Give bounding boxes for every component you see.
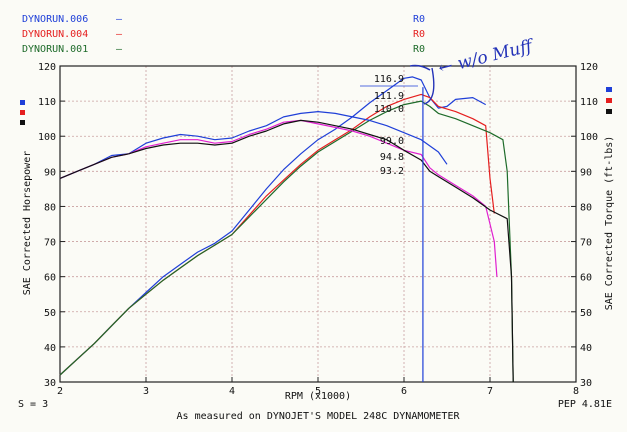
legend-swatch-left [20, 120, 25, 125]
legend-swatch-left [20, 110, 25, 115]
y-tick-label-left: 120 [38, 62, 56, 73]
y-tick-label-right: 40 [580, 343, 592, 354]
legend-swatch-left [20, 100, 25, 105]
y-tick-label-left: 60 [44, 273, 56, 284]
legend-mark: — [116, 14, 123, 25]
legend-swatch-right [606, 87, 612, 92]
legend-code: R0 [413, 14, 425, 25]
smoothing-label: S = 3 [18, 399, 48, 410]
y-tick-label-right: 120 [580, 62, 598, 73]
y-tick-label-right: 80 [580, 202, 592, 213]
y-axis-label-right: SAE Corrected Torque (ft-lbs) [604, 136, 615, 311]
x-tick-label: 4 [229, 386, 235, 397]
horsepower-line [59, 76, 486, 376]
annotation-text: ← w/o Muff [436, 36, 537, 79]
y-tick-label-left: 90 [44, 167, 56, 178]
y-tick-label-right: 90 [580, 167, 592, 178]
y-tick-label-left: 100 [38, 132, 56, 143]
legend-run-name: DYNORUN.001 [22, 44, 88, 55]
peak-torque-label: 93.2 [380, 166, 404, 177]
legend-code: R0 [413, 44, 425, 55]
dyno-caption: As measured on DYNOJET'S MODEL 248C DYNA… [177, 411, 461, 422]
software-code: PEP 4.81E [558, 399, 612, 410]
x-tick-label: 5 [315, 386, 321, 397]
chart-grid [60, 66, 576, 382]
y-axis-label-left: SAE Corrected Horsepower [22, 151, 33, 296]
y-tick-label-right: 50 [580, 308, 592, 319]
y-tick-label-right: 30 [580, 378, 592, 389]
legend-run-name: DYNORUN.006 [22, 14, 88, 25]
torque-line [59, 119, 514, 383]
horsepower-line [59, 100, 514, 383]
y-tick-label-left: 70 [44, 238, 56, 249]
chart-axes [59, 65, 577, 383]
peak-torque-label: 94.8 [380, 152, 404, 163]
series-lines [59, 76, 514, 383]
x-tick-label: 8 [573, 386, 579, 397]
legend-swatches [20, 87, 612, 125]
x-tick-label: 2 [57, 386, 63, 397]
tick-labels: 30 30 40 40 50 50 60 60 70 70 80 80 90 90 100 100 110 110… [38, 62, 598, 397]
y-tick-label-left: 110 [38, 97, 56, 108]
peak-horsepower-label: 110.0 [374, 104, 404, 115]
peak-horsepower-label: 116.9 [374, 74, 404, 85]
y-tick-label-right: 110 [580, 97, 598, 108]
y-tick-label-right: 100 [580, 132, 598, 143]
y-tick-label-left: 50 [44, 308, 56, 319]
x-tick-label: 7 [487, 386, 493, 397]
legend-code: R0 [413, 29, 425, 40]
legend-run-name: DYNORUN.004 [22, 29, 88, 40]
legend-swatch-right [606, 98, 612, 103]
y-tick-label-left: 80 [44, 202, 56, 213]
y-tick-label-left: 30 [44, 378, 56, 389]
legend-mark: — [116, 44, 123, 55]
peak-labels: 116.9 111.9 110.0 99.0 94.8 93.2 [360, 74, 418, 177]
legend-swatch-right [606, 109, 612, 114]
legend-mark: — [116, 29, 123, 40]
x-axis-label: RPM (x1000) [285, 391, 351, 402]
x-tick-label: 3 [143, 386, 149, 397]
legend: DYNORUN.006 — R0 DYNORUN.004 — R0 DYNORUN.001 —… [22, 14, 425, 55]
peak-horsepower-label: 111.9 [374, 91, 404, 102]
peak-torque-label: 99.0 [380, 136, 404, 147]
y-tick-label-right: 60 [580, 273, 592, 284]
x-tick-label: 6 [401, 386, 407, 397]
handwritten-annotation: ← w/o Muff [409, 36, 537, 105]
y-tick-label-right: 70 [580, 238, 592, 249]
y-tick-label-left: 40 [44, 343, 56, 354]
torque-line [59, 119, 498, 277]
